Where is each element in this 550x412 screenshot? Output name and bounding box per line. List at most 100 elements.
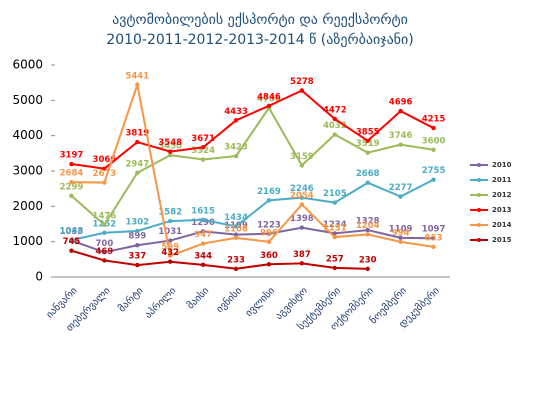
point <box>102 250 107 255</box>
point <box>398 108 403 114</box>
point <box>69 248 74 253</box>
y-tick-label: 0 <box>35 270 43 284</box>
point <box>266 103 272 108</box>
y-tick-label: 4000 <box>12 128 43 142</box>
data-label: 4433 <box>224 107 248 117</box>
data-label: 5278 <box>290 77 314 87</box>
data-label: 1048 <box>60 226 84 236</box>
legend-label: 2015 <box>492 236 512 244</box>
point <box>200 145 206 150</box>
data-label: 1033 <box>60 227 84 237</box>
x-tick-label: ივნისი <box>214 285 244 315</box>
data-label: 1031 <box>158 227 182 237</box>
point <box>266 239 272 245</box>
data-label: 3600 <box>422 136 446 146</box>
data-label: 3197 <box>60 151 84 161</box>
series-line <box>71 178 434 241</box>
x-tick-label: აპრილი <box>142 285 178 321</box>
series-line <box>71 80 434 258</box>
point <box>365 227 370 233</box>
legend-marker <box>477 163 481 167</box>
point <box>233 235 239 241</box>
data-label: 387 <box>293 250 311 260</box>
data-label: 360 <box>260 251 278 261</box>
point <box>332 132 337 137</box>
data-label: 994 <box>392 228 410 238</box>
legend-marker <box>477 193 481 197</box>
y-tick-label: 2000 <box>12 199 43 213</box>
y-tick-label: 3000 <box>12 164 43 178</box>
point <box>200 157 206 162</box>
point <box>365 232 370 237</box>
point <box>332 265 337 271</box>
data-label: 947 <box>194 230 212 240</box>
point <box>332 200 337 205</box>
point <box>233 232 239 237</box>
point <box>135 170 140 176</box>
point <box>365 138 370 143</box>
point <box>200 229 206 234</box>
legend-marker <box>477 223 481 227</box>
data-label: 1434 <box>224 213 248 223</box>
chart-title: ავტომობილების ექსპორტი და რეექსპორტი <box>112 11 408 28</box>
y-tick-label: 1000 <box>12 234 43 248</box>
point <box>431 236 436 241</box>
point <box>299 195 305 200</box>
point <box>135 139 140 145</box>
point <box>431 125 436 131</box>
data-label: 1615 <box>191 206 215 216</box>
point <box>69 237 74 243</box>
point <box>102 166 107 171</box>
point <box>398 239 403 245</box>
data-label: 745 <box>63 237 81 247</box>
point <box>200 262 206 268</box>
data-label: 2668 <box>356 169 380 179</box>
data-label: 1328 <box>356 217 380 227</box>
point <box>168 149 173 154</box>
point <box>233 266 239 271</box>
series-line <box>71 89 435 170</box>
data-label: 3519 <box>356 139 380 149</box>
point <box>233 118 239 123</box>
point <box>135 262 140 268</box>
data-label: 1108 <box>224 224 248 234</box>
chart-subtitle: 2010-2011-2012-2013-2014 წ (აზერბაიჯანი) <box>106 31 413 48</box>
point <box>266 262 272 267</box>
point <box>398 235 403 241</box>
data-label: 4786 <box>257 94 281 104</box>
data-label: 1131 <box>323 224 347 234</box>
point <box>332 234 337 240</box>
point <box>365 266 370 272</box>
point <box>200 241 206 246</box>
data-label: 1204 <box>356 221 380 231</box>
data-label: 4472 <box>323 105 347 115</box>
data-label: 230 <box>359 255 377 265</box>
point <box>69 161 74 167</box>
point <box>398 142 403 147</box>
point <box>102 180 107 185</box>
point <box>233 224 239 229</box>
data-label: 4846 <box>257 92 281 102</box>
legend-label: 2013 <box>492 206 512 214</box>
series-line <box>70 106 434 227</box>
data-label: 3548 <box>158 138 182 148</box>
data-label: 3819 <box>125 129 149 139</box>
point <box>102 222 107 228</box>
data-label: 996 <box>260 228 278 238</box>
point <box>299 202 305 207</box>
data-label: 4032 <box>323 121 347 131</box>
point <box>69 179 74 185</box>
data-label: 2947 <box>125 159 149 169</box>
legend-marker <box>477 238 481 242</box>
point <box>398 194 403 199</box>
legend-label: 2010 <box>492 161 512 169</box>
data-label: 1582 <box>158 208 182 218</box>
data-label: 3746 <box>389 131 413 141</box>
point <box>299 88 305 93</box>
point <box>69 193 74 198</box>
y-tick-label: 6000 <box>12 58 43 72</box>
point <box>299 163 305 168</box>
point <box>233 153 239 159</box>
x-tick-label: მარტი <box>116 285 146 315</box>
